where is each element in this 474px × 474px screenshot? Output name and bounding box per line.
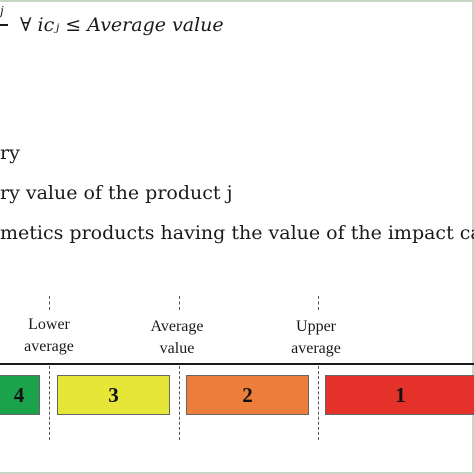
definition-line-2: ry value of the product j bbox=[0, 182, 233, 204]
average-value-guide-bottom bbox=[179, 366, 180, 440]
score-band-4: 4 bbox=[0, 375, 40, 415]
frame-bottom-border bbox=[0, 472, 474, 474]
formula-expression: ∀ icⱼ ≤ Average value bbox=[20, 14, 224, 36]
marker-lower-average-line2: average bbox=[24, 338, 74, 355]
upper-average-guide-top bbox=[318, 296, 319, 310]
definition-line-3: metics products having the value of the … bbox=[0, 222, 474, 244]
formula-fraction-bar bbox=[0, 24, 8, 26]
score-band-2-label: 2 bbox=[242, 382, 253, 407]
score-band-1-label: 1 bbox=[395, 382, 406, 407]
average-value-guide-top bbox=[179, 296, 180, 310]
marker-lower-average: Lower average bbox=[24, 314, 74, 358]
marker-lower-average-line1: Lower bbox=[28, 316, 70, 333]
marker-average-value-line1: Average bbox=[150, 318, 204, 335]
score-band-1: 1 bbox=[325, 375, 474, 415]
upper-average-guide-bottom bbox=[318, 366, 319, 440]
scale-axis-line bbox=[0, 363, 474, 365]
score-band-4-label: 4 bbox=[13, 382, 25, 407]
frame-right-border bbox=[472, 0, 474, 474]
marker-average-value: Average value bbox=[151, 316, 204, 360]
score-band-3-label: 3 bbox=[108, 382, 119, 407]
lower-average-guide-bottom bbox=[49, 366, 50, 440]
score-band-3: 3 bbox=[57, 375, 170, 415]
definition-line-1: ry bbox=[0, 142, 20, 164]
marker-upper-average: Upper average bbox=[291, 316, 341, 360]
marker-average-value-line2: value bbox=[159, 340, 195, 357]
frame-top-border bbox=[0, 0, 474, 2]
lower-average-guide-top bbox=[49, 296, 50, 310]
marker-upper-average-line1: Upper bbox=[296, 318, 336, 335]
formula-superscript: j bbox=[0, 4, 4, 18]
marker-upper-average-line2: average bbox=[291, 340, 341, 357]
formula: j ∀ icⱼ ≤ Average value bbox=[0, 4, 224, 36]
score-band-2: 2 bbox=[186, 375, 309, 415]
